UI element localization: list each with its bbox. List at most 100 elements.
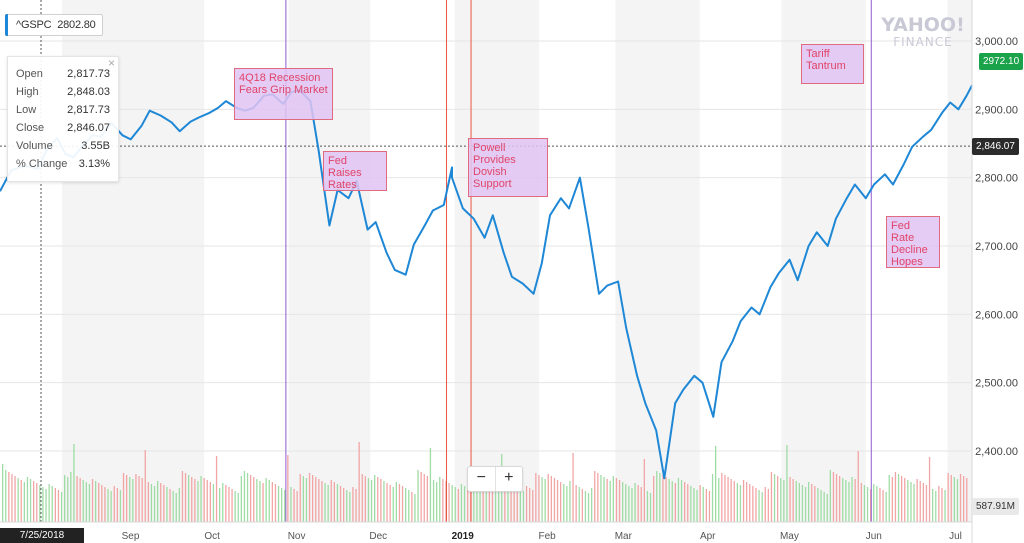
month-band <box>781 0 866 522</box>
volume-bar <box>919 481 921 522</box>
volume-bar <box>755 488 757 522</box>
volume-bar <box>535 473 537 522</box>
volume-bar <box>231 489 233 522</box>
ohlc-label: Open <box>16 68 43 80</box>
volume-bar <box>417 470 419 522</box>
volume-bar <box>256 479 258 522</box>
volume-bar <box>575 485 577 522</box>
volume-bar <box>944 490 946 522</box>
volume-bar <box>157 481 159 522</box>
volume-bar <box>259 481 261 522</box>
volume-bar <box>510 483 512 522</box>
ohlc-row-high: High 2,848.03 <box>16 84 110 100</box>
volume-bar <box>262 483 264 522</box>
volume-bar <box>445 481 447 522</box>
volume-bar <box>463 486 466 522</box>
volume-bar <box>671 481 673 522</box>
volume-bar <box>882 490 884 522</box>
volume-bar <box>411 492 413 522</box>
volume-bar <box>178 488 180 522</box>
volume-bar <box>687 484 689 522</box>
volume-bar <box>801 485 804 522</box>
volume-bar <box>451 485 453 522</box>
volume-bar <box>876 486 878 522</box>
volume-bar <box>395 482 397 522</box>
volume-bar <box>622 482 624 522</box>
volume-bar <box>885 492 887 522</box>
volume-bar <box>550 476 552 522</box>
volume-bar <box>612 476 614 522</box>
volume-bar <box>832 472 835 522</box>
x-tick-label: 2019 <box>452 531 475 542</box>
volume-bar <box>169 489 171 522</box>
volume-bar <box>907 480 909 522</box>
volume-bar <box>336 484 339 522</box>
ohlc-row-low: Low 2,817.73 <box>16 102 110 118</box>
volume-bar <box>631 488 633 522</box>
volume-bar <box>665 477 667 522</box>
volume-bar <box>516 487 518 522</box>
close-icon[interactable]: × <box>107 56 115 70</box>
volume-bar <box>287 455 289 522</box>
volume-bar <box>281 488 283 522</box>
volume-bar <box>296 491 298 522</box>
volume-bar <box>556 480 559 522</box>
volume-bar <box>680 480 683 522</box>
volume-bar <box>578 487 580 522</box>
volume-bar <box>715 446 717 522</box>
volume-bar <box>798 483 800 522</box>
zoom-in-button[interactable]: + <box>494 467 523 491</box>
volume-bar <box>163 485 165 522</box>
volume-bar <box>119 490 122 522</box>
volume-bar <box>563 484 565 522</box>
volume-bar <box>194 479 196 522</box>
volume-bar <box>587 493 590 522</box>
volume-bar <box>829 470 831 522</box>
volume-bar <box>64 475 66 522</box>
zoom-out-button[interactable]: − <box>476 469 486 486</box>
volume-bar <box>17 478 19 522</box>
volume-bar <box>60 492 63 522</box>
volume-bar <box>913 484 915 522</box>
volume-bar <box>26 477 29 522</box>
volume-bar <box>448 483 450 522</box>
volume-bar <box>953 477 955 522</box>
volume-bar <box>870 489 872 522</box>
volume-bar <box>367 478 370 522</box>
ohlc-label: High <box>16 86 39 98</box>
volume-bar <box>615 478 618 522</box>
volume-bar <box>85 482 87 522</box>
volume-bar <box>414 494 416 522</box>
ticker-badge[interactable]: ^GSPC 2802.80 <box>5 14 103 36</box>
volume-bar <box>529 488 531 522</box>
x-tick-label: Feb <box>538 531 556 542</box>
volume-bar <box>126 475 128 522</box>
volume-bar <box>321 481 323 522</box>
volume-bar <box>566 486 568 522</box>
volume-bar <box>507 481 509 522</box>
volume-bar <box>457 489 459 522</box>
volume-bar <box>684 482 686 522</box>
volume-bar <box>299 474 301 522</box>
volume-bar <box>659 473 661 522</box>
logo-line-2: FINANCE <box>893 35 953 49</box>
volume-bar <box>485 474 487 522</box>
volume-bar <box>640 487 642 522</box>
volume-bar <box>398 484 401 522</box>
volume-bar <box>718 478 720 522</box>
volume-bar <box>370 480 373 522</box>
volume-bar <box>405 488 407 522</box>
volume-bar <box>525 486 528 522</box>
volume-bar <box>482 472 484 522</box>
volume-bar <box>364 476 366 522</box>
volume-bar <box>209 482 211 522</box>
volume-bar <box>560 482 562 522</box>
annotation-fed-raises-rates: Fed Raises Rates <box>323 151 387 191</box>
volume-bar <box>727 477 729 522</box>
volume-bar <box>541 477 543 522</box>
annotation-recession-fears: 4Q18 Recession Fears Grip Market <box>234 68 333 120</box>
volume-bar <box>752 486 754 522</box>
volume-bar <box>361 474 363 522</box>
